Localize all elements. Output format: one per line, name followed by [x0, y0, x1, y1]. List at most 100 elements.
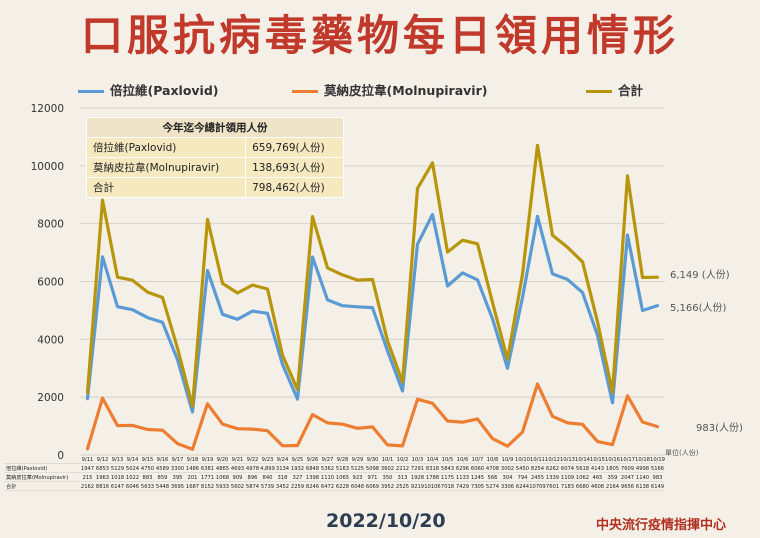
table-cell: 5274	[486, 484, 500, 490]
table-cell: 859	[158, 475, 168, 481]
table-cell: 2164	[606, 484, 620, 490]
data-point-molnupiravir	[386, 444, 389, 446]
x-tick-label: 10/7	[472, 457, 484, 463]
table-cell: 3695	[171, 484, 184, 490]
data-point-total	[356, 279, 359, 281]
summary-value: 798,462(人份)	[245, 177, 344, 198]
data-point-paxlovid	[416, 243, 419, 245]
data-point-total	[296, 388, 299, 391]
data-point-paxlovid	[101, 256, 104, 258]
y-tick-label: 4000	[37, 334, 64, 346]
table-cell: 5125	[351, 466, 364, 472]
legend-label-total: 合計	[618, 83, 644, 98]
data-point-molnupiravir	[311, 413, 314, 416]
table-cell: 7609	[621, 466, 634, 472]
table-cell: 215	[83, 475, 93, 481]
x-tick-label: 10/5	[442, 457, 454, 463]
table-cell: 6853	[96, 466, 109, 472]
data-point-molnupiravir	[176, 442, 179, 445]
table-cell: 5843	[441, 466, 454, 472]
data-point-paxlovid	[146, 316, 149, 319]
x-tick-label: 10/9	[502, 457, 514, 463]
x-tick-label: 10/15	[590, 457, 605, 463]
legend-item-molnupiravir: 莫納皮拉韋(Molnupiravir)	[292, 80, 487, 99]
data-point-paxlovid	[341, 304, 344, 307]
table-cell: 6074	[561, 466, 575, 472]
table-cell: 1018	[111, 475, 124, 481]
x-tick-label: 10/12	[545, 457, 560, 463]
x-tick-label: 10/10	[515, 457, 530, 463]
legend: 倍拉維(Paxlovid) 莫納皮拉韋(Molnupiravir) 合計	[0, 80, 760, 98]
data-point-total	[101, 199, 104, 201]
data-point-paxlovid	[581, 291, 584, 294]
table-cell: 1687	[186, 484, 199, 490]
table-cell: 7429	[456, 484, 469, 490]
data-point-paxlovid	[611, 402, 614, 404]
data-point-paxlovid	[386, 350, 389, 352]
x-tick-label: 9/27	[322, 457, 334, 463]
table-row-label: 倍拉維(Paxlovid)	[6, 464, 47, 472]
table-cell: 6244	[516, 484, 530, 490]
table-cell: 3134	[276, 466, 290, 472]
table-cell: 4,899	[260, 466, 275, 472]
table-cell: 2212	[396, 466, 409, 472]
summary-value: 138,693(人份)	[245, 157, 344, 178]
table-cell: 923	[353, 475, 363, 481]
data-point-molnupiravir	[251, 428, 254, 430]
data-point-molnupiravir	[476, 418, 479, 420]
table-cell: 318	[278, 475, 288, 481]
table-cell: 3002	[501, 466, 514, 472]
data-point-paxlovid	[371, 306, 374, 309]
data-point-paxlovid	[476, 278, 479, 281]
data-point-total	[506, 358, 509, 361]
data-point-paxlovid	[431, 213, 434, 216]
table-cell: 1771	[201, 475, 214, 481]
data-point-total	[581, 261, 584, 263]
table-cell: 2455	[531, 475, 544, 481]
x-tick-label: 9/18	[187, 457, 199, 463]
x-tick-label: 9/24	[277, 457, 289, 463]
table-cell: 1022	[126, 475, 139, 481]
data-point-paxlovid	[536, 215, 539, 218]
data-point-molnupiravir	[296, 444, 299, 447]
data-point-total	[176, 347, 179, 349]
end-label-paxlovid: 5,166(人份)	[670, 303, 727, 314]
legend-swatch-total	[586, 90, 612, 93]
x-tick-label: 9/14	[127, 457, 139, 463]
data-point-paxlovid	[281, 363, 284, 366]
data-point-paxlovid	[326, 299, 329, 301]
data-point-total	[401, 381, 404, 383]
x-tick-label: 10/18	[635, 457, 650, 463]
y-tick-label: 8000	[37, 219, 64, 231]
data-point-paxlovid	[356, 306, 359, 308]
table-cell: 1140	[636, 475, 649, 481]
table-cell: 6228	[336, 484, 349, 490]
unit-note: 單位(人份)	[665, 449, 699, 457]
data-point-total	[566, 246, 569, 249]
table-cell: 6069	[366, 484, 379, 490]
data-point-molnupiravir	[146, 428, 149, 431]
data-point-molnupiravir	[611, 443, 614, 446]
data-point-molnupiravir	[236, 427, 239, 430]
data-point-paxlovid	[296, 398, 299, 400]
table-cell: 395	[173, 475, 183, 481]
table-cell: 8254	[531, 466, 545, 472]
table-cell: 909	[233, 475, 243, 481]
data-point-paxlovid	[461, 272, 464, 274]
data-point-molnupiravir	[161, 429, 164, 431]
table-cell: 5450	[516, 466, 529, 472]
table-cell: 6138	[636, 484, 649, 490]
data-point-total	[341, 274, 344, 276]
table-cell: 6381	[201, 466, 214, 472]
end-label-molnupiravir: 983(人份)	[696, 423, 743, 434]
table-cell: 10106	[424, 484, 441, 490]
table-cell: 313	[398, 475, 408, 481]
data-point-molnupiravir	[206, 402, 209, 405]
summary-label: 莫納皮拉韋(Molnupiravir)	[85, 157, 247, 178]
table-cell: 3300	[171, 466, 184, 472]
table-cell: 6147	[111, 484, 124, 490]
data-point-total	[206, 218, 209, 221]
data-point-paxlovid	[176, 358, 179, 361]
data-point-total	[461, 239, 464, 241]
table-cell: 2259	[291, 484, 304, 490]
